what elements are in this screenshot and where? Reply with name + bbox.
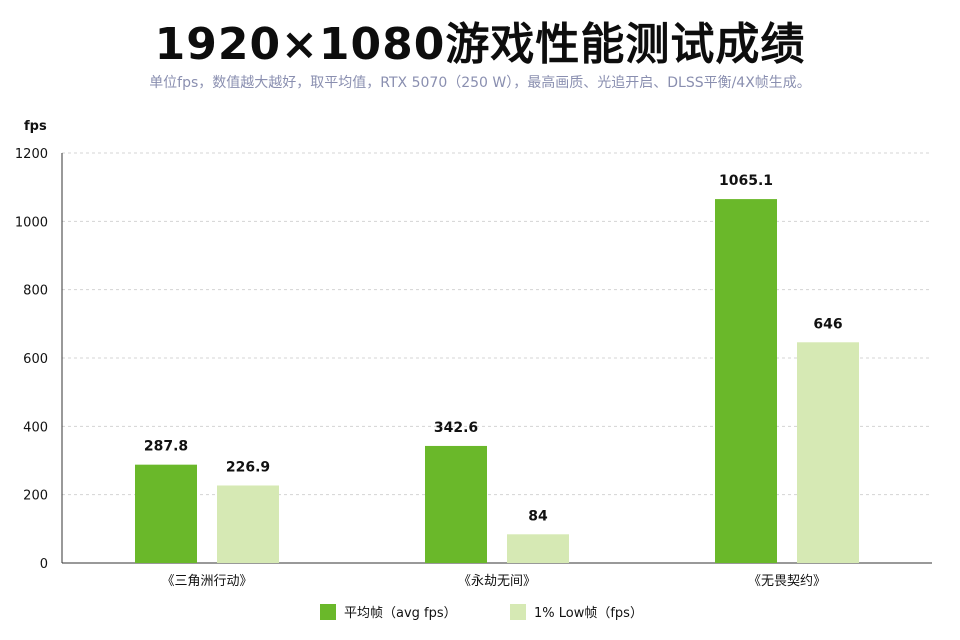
bar-low-fps [507,534,569,563]
legend-label: 平均帧（avg fps） [344,606,457,621]
x-category-label: 《永劫无间》 [458,574,536,589]
bar-avg-fps [135,464,197,563]
y-tick-label: 400 [23,420,48,435]
bar-avg-fps [715,199,777,564]
data-label: 84 [528,508,548,524]
data-label: 646 [813,316,842,332]
data-label: 342.6 [434,420,478,436]
bar-low-fps [217,485,279,563]
x-category-label: 《无畏契约》 [748,574,826,589]
y-axis-unit-label: fps [24,119,47,134]
y-tick-label: 600 [23,352,48,367]
bar-low-fps [797,342,859,563]
legend-swatch [510,604,526,620]
chart-subtitle: 单位fps，数值越大越好，取平均值，RTX 5070（250 W），最高画质、光… [149,75,811,91]
data-label: 226.9 [226,459,270,475]
legend-swatch [320,604,336,620]
x-category-label: 《三角洲行动》 [161,574,252,589]
y-tick-label: 0 [40,557,48,572]
legend-label: 1% Low帧（fps） [534,606,643,621]
data-label: 1065.1 [719,173,773,189]
bar-avg-fps [425,445,487,563]
y-tick-label: 1000 [15,215,48,230]
y-tick-label: 800 [23,284,48,299]
y-tick-label: 200 [23,489,48,504]
data-label: 287.8 [144,439,188,455]
chart-title: 1920×1080游戏性能测试成绩 [154,19,806,70]
y-tick-label: 1200 [15,147,48,162]
